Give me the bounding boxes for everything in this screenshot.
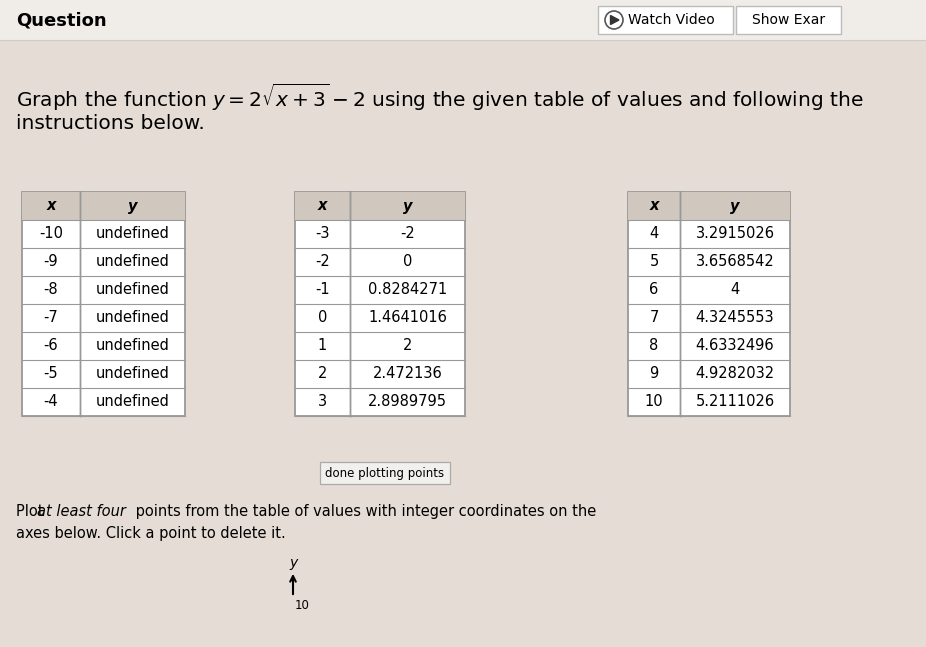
Text: -7: -7: [44, 311, 58, 325]
Text: undefined: undefined: [95, 311, 169, 325]
Text: at least four: at least four: [37, 504, 126, 519]
Text: y: y: [289, 556, 297, 570]
Text: -5: -5: [44, 366, 58, 382]
Polygon shape: [610, 16, 619, 25]
Text: undefined: undefined: [95, 226, 169, 241]
Text: 6: 6: [649, 283, 658, 298]
Text: -8: -8: [44, 283, 58, 298]
Text: -4: -4: [44, 395, 58, 410]
Bar: [22, 192, 185, 416]
Text: 4.6332496: 4.6332496: [695, 338, 774, 353]
Bar: [628, 192, 790, 220]
Bar: [295, 192, 465, 220]
Text: 5: 5: [649, 254, 658, 270]
Bar: [0, 0, 926, 40]
Text: axes below. Click a point to delete it.: axes below. Click a point to delete it.: [16, 526, 286, 541]
Text: 7: 7: [649, 311, 658, 325]
Text: -2: -2: [315, 254, 330, 270]
Text: done plotting points: done plotting points: [325, 466, 444, 479]
Text: 3: 3: [318, 395, 327, 410]
Text: undefined: undefined: [95, 254, 169, 270]
Text: 3.2915026: 3.2915026: [695, 226, 774, 241]
Text: -10: -10: [39, 226, 63, 241]
Text: Plot: Plot: [16, 504, 48, 519]
Text: 2.472136: 2.472136: [372, 366, 443, 382]
Text: -6: -6: [44, 338, 58, 353]
Text: 10: 10: [644, 395, 663, 410]
Bar: [22, 192, 185, 220]
Text: x: x: [649, 199, 658, 214]
Text: 1.4641016: 1.4641016: [368, 311, 447, 325]
Text: 8: 8: [649, 338, 658, 353]
Text: undefined: undefined: [95, 395, 169, 410]
Text: Watch Video: Watch Video: [628, 13, 715, 27]
Text: y: y: [128, 199, 137, 214]
Bar: [628, 192, 790, 416]
Text: 2: 2: [403, 338, 412, 353]
Text: 4.3245553: 4.3245553: [695, 311, 774, 325]
Text: 0: 0: [318, 311, 327, 325]
Text: 0: 0: [403, 254, 412, 270]
Text: 10: 10: [295, 599, 310, 612]
Bar: [598, 6, 733, 34]
Text: undefined: undefined: [95, 338, 169, 353]
Text: 2.8989795: 2.8989795: [368, 395, 447, 410]
Text: undefined: undefined: [95, 366, 169, 382]
Text: Graph the function $y = 2\sqrt{x+3} - 2$ using the given table of values and fol: Graph the function $y = 2\sqrt{x+3} - 2$…: [16, 82, 863, 113]
Text: 0.8284271: 0.8284271: [368, 283, 447, 298]
Text: points from the table of values with integer coordinates on the: points from the table of values with int…: [131, 504, 596, 519]
Text: instructions below.: instructions below.: [16, 114, 205, 133]
Text: -2: -2: [400, 226, 415, 241]
Text: -1: -1: [315, 283, 330, 298]
Text: 4: 4: [731, 283, 740, 298]
Text: y: y: [731, 199, 740, 214]
Text: -3: -3: [315, 226, 330, 241]
Text: Question: Question: [16, 11, 106, 29]
Circle shape: [605, 11, 623, 29]
Text: y: y: [403, 199, 412, 214]
Text: 1: 1: [318, 338, 327, 353]
Text: -9: -9: [44, 254, 58, 270]
Bar: [295, 192, 465, 416]
Text: 3.6568542: 3.6568542: [695, 254, 774, 270]
Bar: [320, 462, 450, 484]
Text: x: x: [318, 199, 327, 214]
Text: 9: 9: [649, 366, 658, 382]
Text: undefined: undefined: [95, 283, 169, 298]
Text: 2: 2: [318, 366, 327, 382]
Text: 5.2111026: 5.2111026: [695, 395, 774, 410]
Bar: [736, 6, 841, 34]
Text: 4.9282032: 4.9282032: [695, 366, 774, 382]
Text: 4: 4: [649, 226, 658, 241]
Text: x: x: [46, 199, 56, 214]
Text: Show Exar: Show Exar: [752, 13, 825, 27]
